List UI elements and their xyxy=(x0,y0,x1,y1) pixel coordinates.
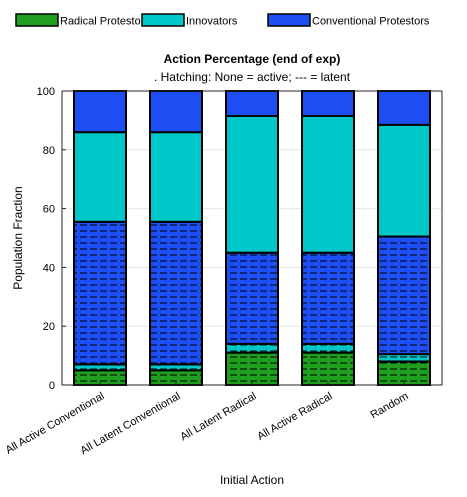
chart-title: Action Percentage (end of exp) xyxy=(164,52,341,66)
bar-segment-all-latent-radical-innovators-active xyxy=(225,114,279,254)
y-tick-label-80: 80 xyxy=(43,145,55,157)
bar-random xyxy=(377,90,431,387)
bar-segment-all-latent-radical-conventional-protestors-active xyxy=(225,90,279,117)
legend-item-radical-protestors: Radical Protestors xyxy=(15,13,150,28)
x-tick-label-all-latent-radical: All Latent Radical xyxy=(178,390,258,443)
x-tick-label-random: Random xyxy=(368,390,410,421)
bar-segment-all-active-radical-conventional-protestors-active xyxy=(301,90,355,117)
hatching-all-latent-radical-radical-protestors xyxy=(227,353,277,384)
y-tick-label-60: 60 xyxy=(43,204,55,216)
y-tick-label-40: 40 xyxy=(43,262,55,274)
bar-all-latent-radical xyxy=(225,90,279,387)
bar-all-latent-conventional xyxy=(149,90,203,386)
legend-item-innovators: Innovators xyxy=(141,13,238,28)
x-axis-label: Initial Action xyxy=(220,473,284,487)
legend-label-innovators: Innovators xyxy=(186,16,238,28)
hatching-all-active-radical-radical-protestors xyxy=(303,353,353,384)
bars xyxy=(73,90,431,387)
bar-segment-random-conventional-protestors-active xyxy=(377,90,431,126)
hatching-all-active-conventional-innovators xyxy=(75,365,125,370)
hatching-random-innovators xyxy=(379,355,429,361)
bar-segment-all-latent-conventional-innovators-active xyxy=(149,131,203,223)
legend-swatch-radical-protestors xyxy=(15,13,59,27)
legend-label-radical-protestors: Radical Protestors xyxy=(60,16,150,28)
x-tick-label-all-active-radical: All Active Radical xyxy=(255,390,334,443)
bar-segment-all-active-conventional-conventional-protestors-active xyxy=(73,90,127,134)
y-axis-label: Population Fraction xyxy=(11,186,25,289)
hatching-all-active-conventional-conventional-protestors xyxy=(75,222,125,364)
bar-segment-all-latent-conventional-conventional-protestors-active xyxy=(149,90,203,134)
hatching-all-latent-radical-conventional-protestors xyxy=(227,253,277,343)
bar-all-active-conventional xyxy=(73,90,127,386)
chart-subtitle: . Hatching: None = active; --- = latent xyxy=(154,70,351,84)
legend-item-conventional-protestors: Conventional Protestors xyxy=(267,13,430,28)
legend-swatch-conventional-protestors xyxy=(267,13,311,27)
legend-swatch-innovators xyxy=(141,13,185,27)
hatching-random-radical-protestors xyxy=(379,362,429,384)
hatching-all-active-radical-conventional-protestors xyxy=(303,253,353,343)
bar-segment-random-innovators-active xyxy=(377,123,431,238)
bar-segment-all-active-conventional-innovators-active xyxy=(73,131,127,223)
y-tick-label-0: 0 xyxy=(49,380,55,392)
hatching-all-latent-conventional-innovators xyxy=(151,365,201,370)
hatching-all-active-radical-innovators xyxy=(303,344,353,352)
y-ticks: 0 20 40 60 80 100 xyxy=(37,86,66,392)
hatching-all-latent-conventional-radical-protestors xyxy=(151,371,201,384)
hatching-all-latent-conventional-conventional-protestors xyxy=(151,222,201,364)
legend-label-conventional-protestors: Conventional Protestors xyxy=(312,16,430,28)
hatching-all-latent-radical-innovators xyxy=(227,344,277,352)
bar-all-active-radical xyxy=(301,90,355,387)
bar-segment-all-active-radical-innovators-active xyxy=(301,114,355,254)
y-tick-label-100: 100 xyxy=(37,86,55,98)
legend: Radical Protestors Innovators Conventional… xyxy=(15,13,430,28)
hatching-random-conventional-protestors xyxy=(379,237,429,354)
y-tick-label-20: 20 xyxy=(43,321,55,333)
hatching-all-active-conventional-radical-protestors xyxy=(75,371,125,384)
